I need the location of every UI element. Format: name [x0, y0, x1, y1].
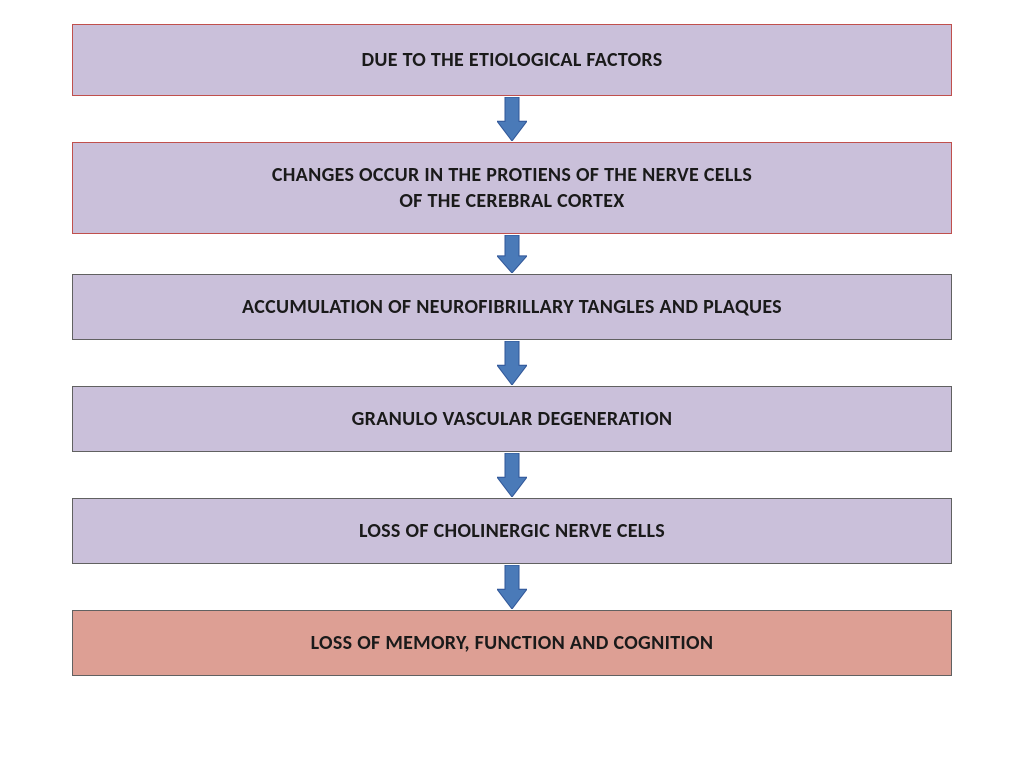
- flow-step-memory-loss: LOSS OF MEMORY, FUNCTION AND COGNITION: [72, 610, 952, 676]
- flow-step-label: LOSS OF CHOLINERGIC NERVE CELLS: [359, 518, 665, 544]
- flow-step-label: LOSS OF MEMORY, FUNCTION AND COGNITION: [311, 630, 714, 656]
- flow-step-protein-changes: CHANGES OCCUR IN THE PROTIENS OF THE NER…: [72, 142, 952, 234]
- flow-step-label: ACCUMULATION OF NEUROFIBRILLARY TANGLES …: [242, 294, 782, 320]
- flow-step-label: GRANULO VASCULAR DEGENERATION: [352, 406, 673, 432]
- flow-arrow: [497, 340, 527, 386]
- flow-arrow: [497, 234, 527, 274]
- flow-arrow: [497, 96, 527, 142]
- flow-step-granulo-vascular: GRANULO VASCULAR DEGENERATION: [72, 386, 952, 452]
- flow-arrow: [497, 564, 527, 610]
- flow-step-tangles-plaques: ACCUMULATION OF NEUROFIBRILLARY TANGLES …: [72, 274, 952, 340]
- flow-step-etiological: DUE TO THE ETIOLOGICAL FACTORS: [72, 24, 952, 96]
- flow-step-label: DUE TO THE ETIOLOGICAL FACTORS: [361, 47, 662, 73]
- flow-arrow: [497, 452, 527, 498]
- flow-step-label: CHANGES OCCUR IN THE PROTIENS OF THE NER…: [272, 162, 752, 214]
- flow-step-cholinergic-loss: LOSS OF CHOLINERGIC NERVE CELLS: [72, 498, 952, 564]
